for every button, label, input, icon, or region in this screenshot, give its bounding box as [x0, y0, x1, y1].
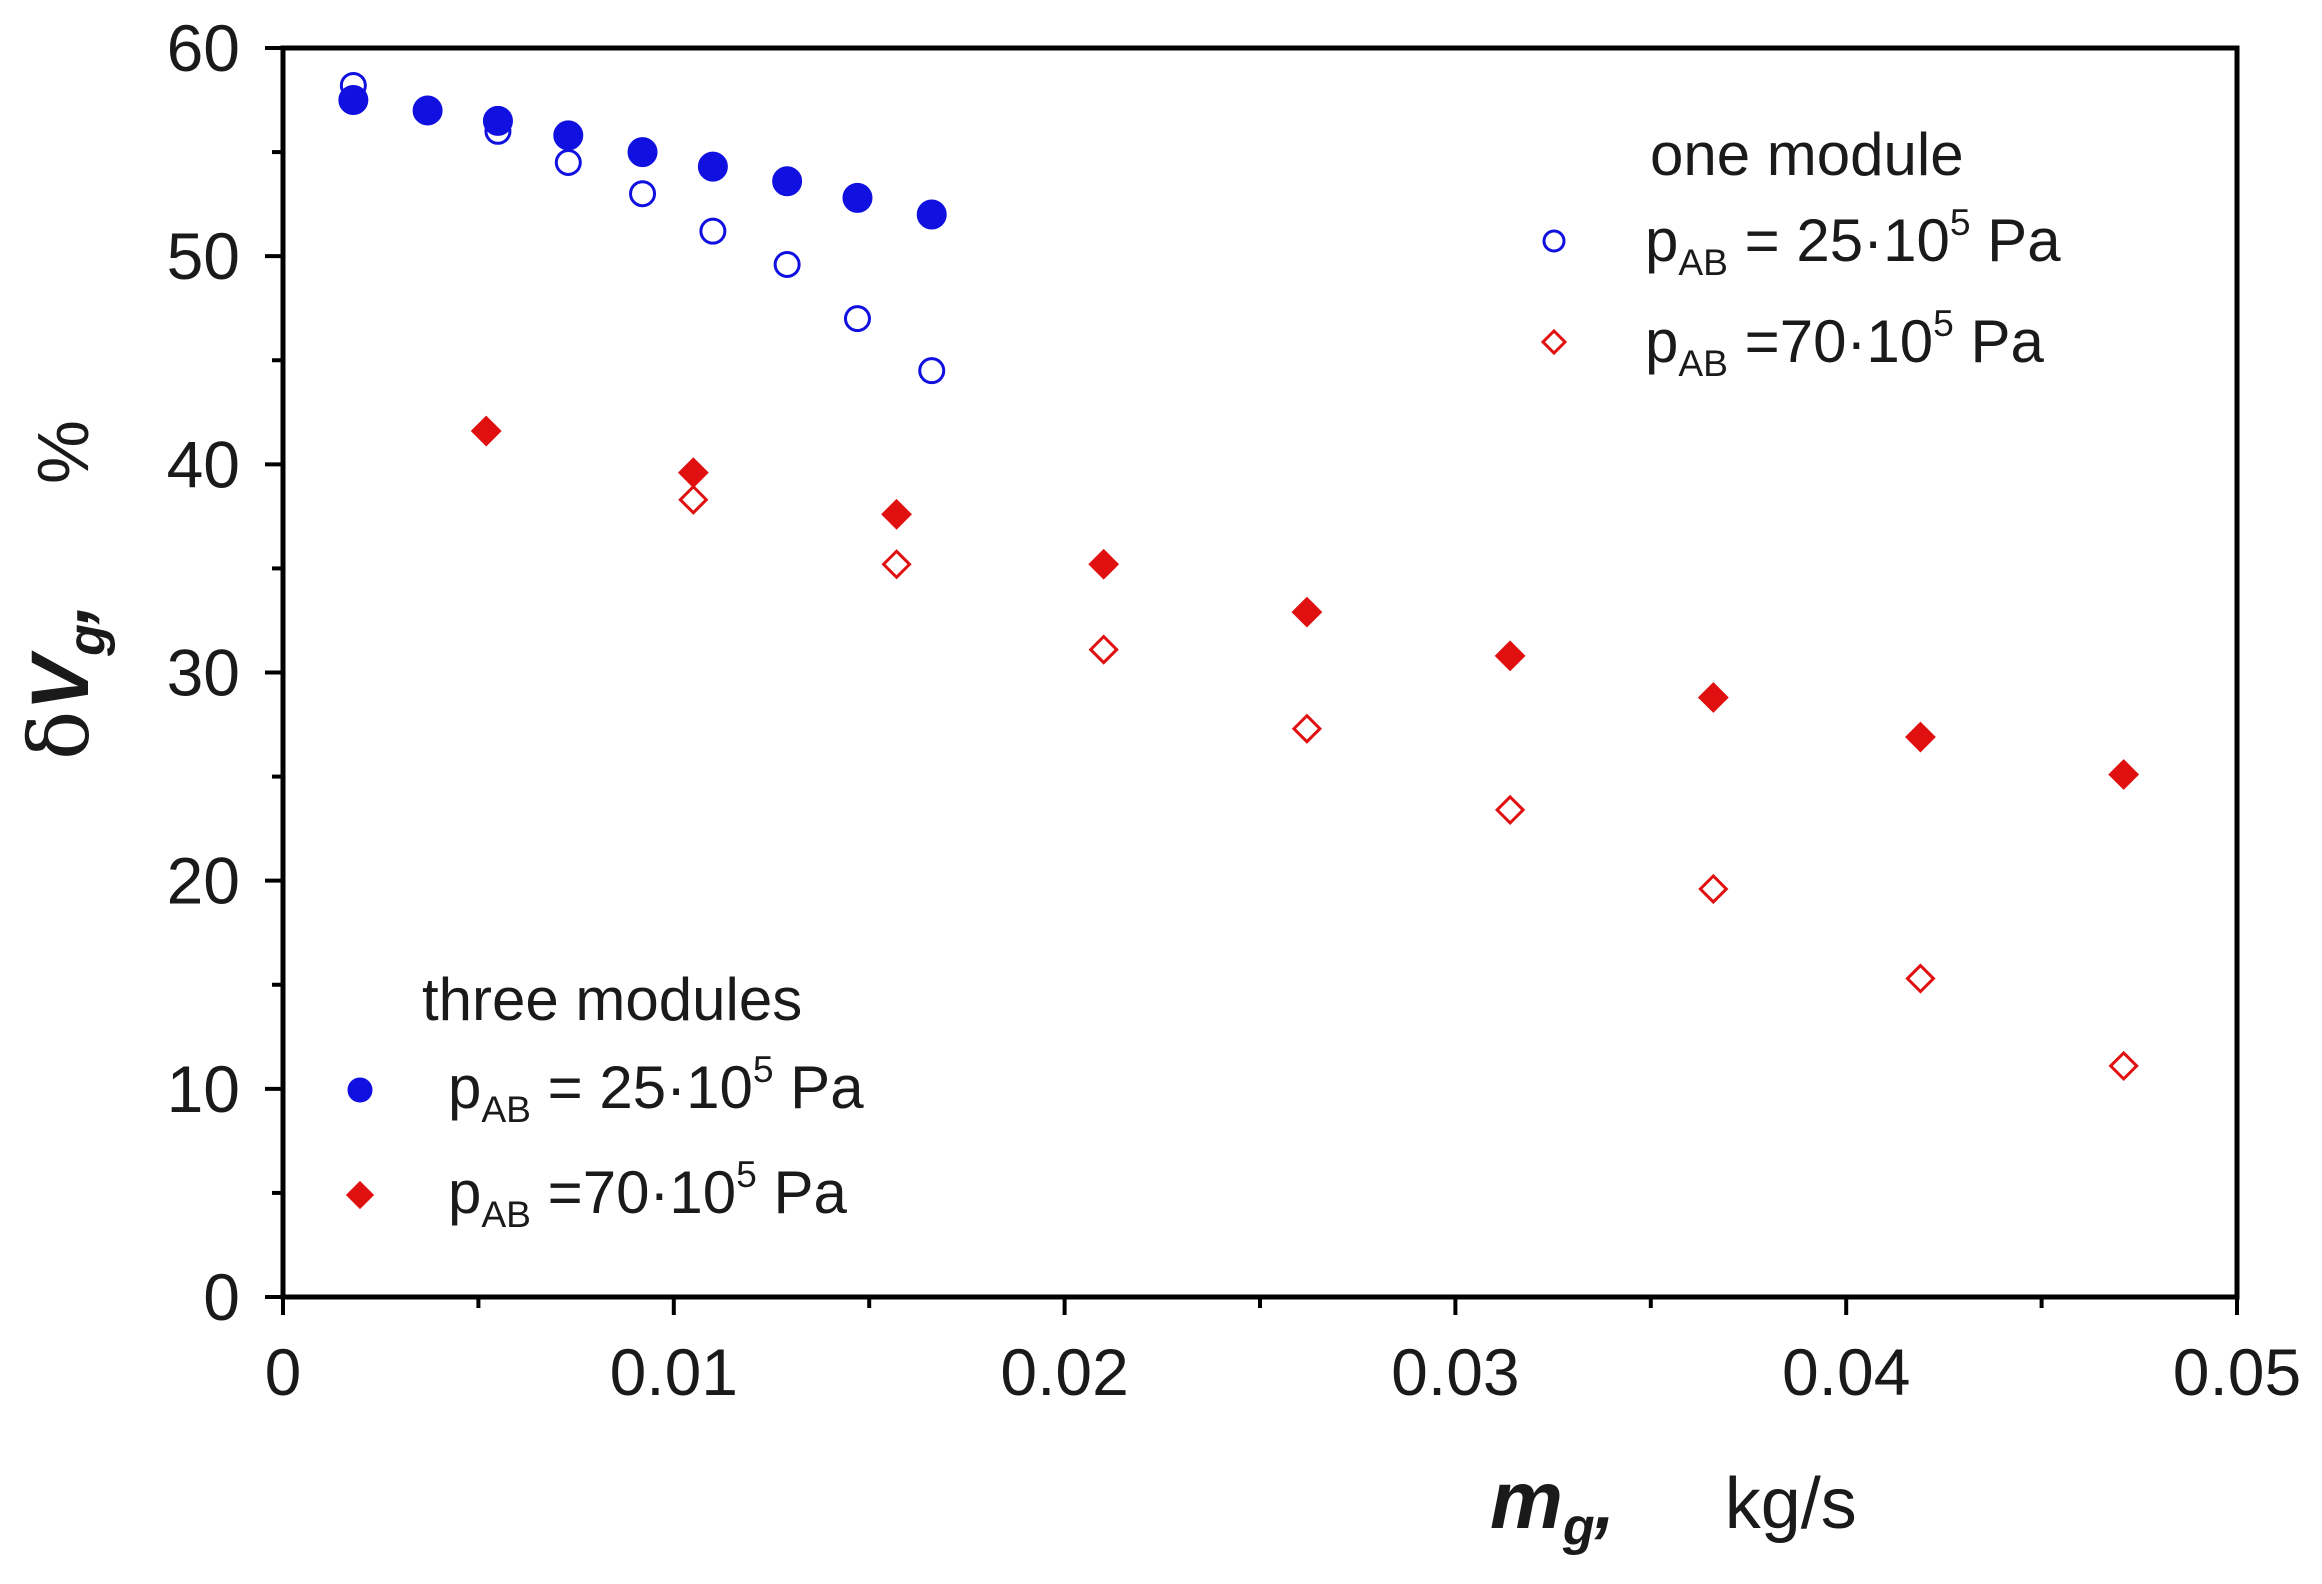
x-tick-label: 0.02 [1000, 1335, 1128, 1409]
data-point [843, 305, 871, 333]
data-point [699, 217, 727, 245]
y-tick-label: 50 [167, 219, 240, 293]
legend-one-title: one module [1650, 121, 1964, 188]
x-axis-unit: kg/s [1725, 1464, 1857, 1544]
series-filled-diamond [470, 415, 2140, 790]
x-axis-subscript: g [1562, 1498, 1595, 1556]
data-point [1905, 721, 1936, 753]
y-tick-label: 30 [167, 636, 240, 710]
data-point [1697, 682, 1729, 713]
x-axis-title: mg, kg/s [1490, 1455, 1857, 1556]
x-tick-label: 0.05 [2173, 1335, 2301, 1409]
legend-one-module: one module pAB = 25·105 Pa pAB =70·105 P… [1540, 121, 2061, 384]
data-point [1698, 873, 1729, 905]
data-point [773, 250, 801, 278]
data-point [470, 415, 502, 447]
y-tick-label: 20 [167, 844, 240, 918]
data-point [482, 105, 513, 136]
data-point [697, 151, 728, 182]
y-axis-comma: , [24, 604, 104, 625]
y-axis-delta: δ [13, 711, 108, 760]
data-point [554, 148, 582, 176]
x-tick-label: 0.01 [610, 1335, 738, 1409]
axis-ticks [265, 46, 2239, 1315]
y-tick-label: 40 [167, 427, 240, 501]
x-tick-label: 0.03 [1391, 1335, 1519, 1409]
data-point [918, 357, 946, 385]
data-point [678, 484, 709, 515]
legend-three-entry-25: pAB = 25·105 Pa [448, 1048, 864, 1130]
data-point [2108, 759, 2140, 790]
data-point [1088, 634, 1119, 665]
data-point [881, 498, 912, 530]
legend-one-entry-25: pAB = 25·105 Pa [1645, 201, 2061, 283]
y-axis-title: δVg,% [13, 420, 116, 760]
x-tick-label: 0 [265, 1335, 302, 1409]
x-axis-symbol: m [1490, 1455, 1563, 1546]
data-point [412, 95, 443, 126]
data-point [2108, 1050, 2139, 1082]
legend-filled-diamond-marker [345, 1180, 375, 1210]
data-point [1291, 713, 1323, 744]
x-axis-comma: , [1594, 1464, 1615, 1544]
legend-one-entry-70: pAB =70·105 Pa [1645, 302, 2045, 384]
y-axis-subscript: g [58, 624, 116, 657]
data-point [1291, 596, 1323, 628]
legend-three-entry-70: pAB =70·105 Pa [448, 1153, 848, 1235]
y-tick-label: 0 [203, 1260, 240, 1334]
data-point [1088, 548, 1120, 580]
data-point [881, 549, 912, 580]
y-axis-unit: % [24, 420, 104, 484]
data-point [338, 85, 369, 116]
data-point [772, 166, 803, 197]
data-point [842, 182, 873, 213]
legend-three-title: three modules [422, 966, 802, 1033]
data-point [627, 137, 658, 168]
data-point [1905, 963, 1936, 994]
data-point [677, 457, 709, 489]
data-points [338, 71, 2140, 1082]
data-point [916, 199, 947, 230]
y-tick-label: 10 [167, 1052, 240, 1126]
tick-labels: 0 0.01 0.02 0.03 0.04 0.05 0 10 20 30 40 50 60 [167, 11, 2302, 1409]
legend-open-diamond-marker [1540, 328, 1568, 356]
legend-filled-circle-marker [347, 1077, 373, 1103]
x-tick-label: 0.04 [1782, 1335, 1910, 1409]
series-filled-circle [338, 85, 947, 230]
data-point [1494, 640, 1526, 672]
data-point [1494, 794, 1526, 826]
y-tick-label: 60 [167, 11, 240, 85]
data-point [629, 180, 657, 208]
y-axis-symbol: V [15, 650, 106, 711]
data-point [553, 120, 584, 151]
legend-open-circle-marker [1542, 229, 1566, 253]
legend-three-modules: three modules pAB = 25·105 Pa pAB =70·10… [345, 966, 864, 1235]
